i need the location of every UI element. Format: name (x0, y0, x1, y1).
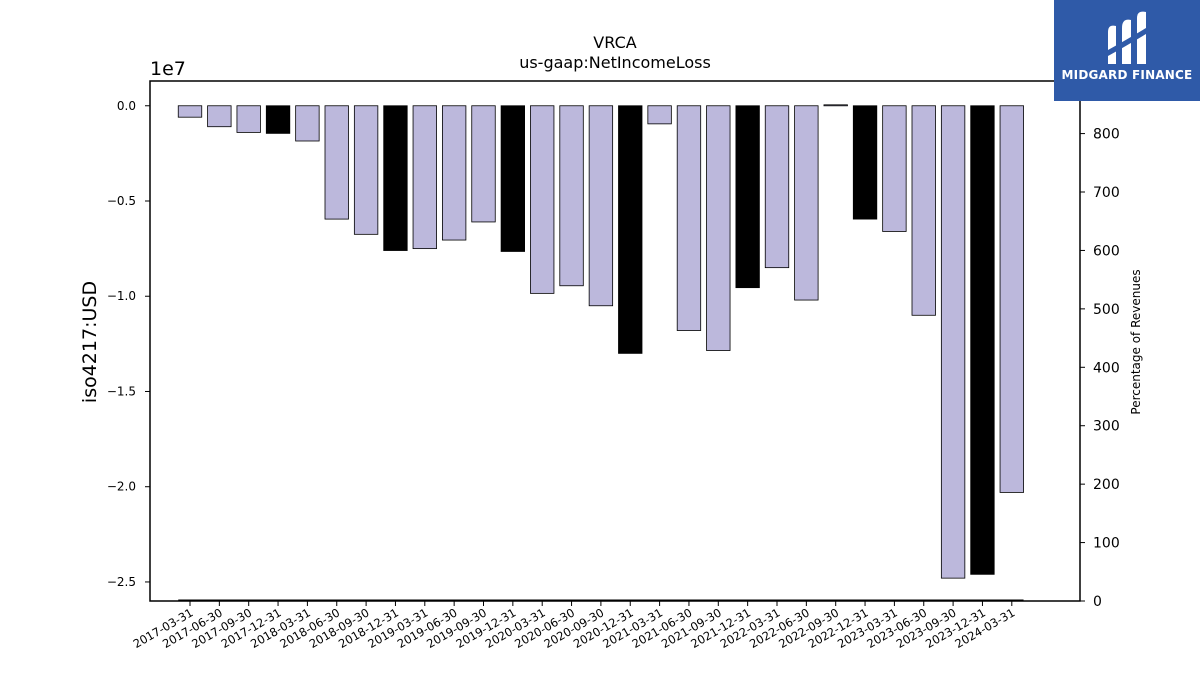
y2-tick-label: 700 (1093, 185, 1120, 201)
midgard-finance-logo: MIDGARD FINANCE (1054, 0, 1200, 101)
bar-2020-06-30 (559, 105, 584, 287)
x-axis-ticks: 2017-03-312017-06-302017-09-302017-12-31… (131, 601, 1017, 651)
y2-tick-label: 400 (1093, 360, 1120, 376)
y2-tick-label: 600 (1093, 243, 1120, 259)
bar-2023-06-30 (911, 105, 936, 316)
y2-tick-label: 500 (1093, 302, 1120, 318)
bar-2022-09-30 (823, 104, 848, 107)
bar-2019-03-31 (412, 105, 437, 250)
bar-2022-03-31 (764, 105, 790, 269)
bar-2020-03-31 (530, 105, 555, 294)
bar-2021-06-30 (676, 105, 702, 331)
y2-tick-label: 0 (1093, 594, 1102, 610)
chart-subtitle: us-gaap:NetIncomeLoss (519, 53, 711, 72)
logo-text: MIDGARD FINANCE (1061, 68, 1193, 82)
bar-2019-12-31 (500, 105, 526, 252)
y-axis-ticks: 0.0 −0.5 −1.0 −1.5 −2.0 −2.5 (107, 99, 150, 589)
y-tick-label: −1.5 (107, 384, 136, 398)
bar-2023-12-31 (970, 105, 995, 575)
bar-2022-12-31 (852, 105, 878, 220)
bar-2023-03-31 (882, 105, 907, 232)
bar-2020-09-30 (588, 105, 614, 307)
bar-2022-06-30 (794, 105, 819, 301)
y2-tick-label: 100 (1093, 536, 1120, 552)
bar-2019-06-30 (441, 105, 467, 241)
y2-tick-label: 200 (1093, 477, 1120, 493)
chart-title: VRCA (593, 33, 636, 52)
midgard-logo-icon (1108, 11, 1146, 65)
bar-2021-12-31 (735, 105, 760, 289)
y2-tick-label: 300 (1093, 419, 1120, 435)
bar-2017-09-30 (236, 105, 261, 133)
bar-2019-09-30 (471, 105, 496, 223)
bar-2020-12-31 (618, 105, 643, 354)
y-tick-label: −2.0 (107, 480, 136, 494)
y-tick-label: −1.0 (107, 289, 136, 303)
bar-2018-06-30 (324, 105, 349, 220)
bar-2021-03-31 (647, 105, 672, 125)
bar-2018-09-30 (353, 105, 379, 235)
y-tick-label: −0.5 (107, 194, 136, 208)
y-offset-label: 1e7 (150, 58, 186, 80)
bar-2024-03-31 (999, 105, 1024, 493)
y2-axis-ticks: 0 100 200 300 400 500 600 700 800 (1080, 127, 1120, 610)
bar-2018-03-31 (295, 105, 320, 142)
bar-2021-09-30 (706, 105, 731, 351)
y-axis-label: iso4217:USD (79, 281, 101, 403)
y2-tick-label: 800 (1093, 127, 1120, 143)
bar-2018-12-31 (383, 105, 408, 251)
bar-2017-03-31 (177, 105, 203, 118)
plot-frame (149, 80, 1081, 602)
y-tick-label: 0.0 (117, 99, 136, 113)
bar-2017-12-31 (265, 105, 291, 134)
y2-axis-label: Percentage of Revenues (1129, 269, 1143, 414)
bar-2017-06-30 (207, 105, 232, 128)
y-tick-label: −2.5 (107, 575, 136, 589)
bars-group (177, 104, 1024, 602)
bar-2023-09-30 (940, 105, 966, 579)
